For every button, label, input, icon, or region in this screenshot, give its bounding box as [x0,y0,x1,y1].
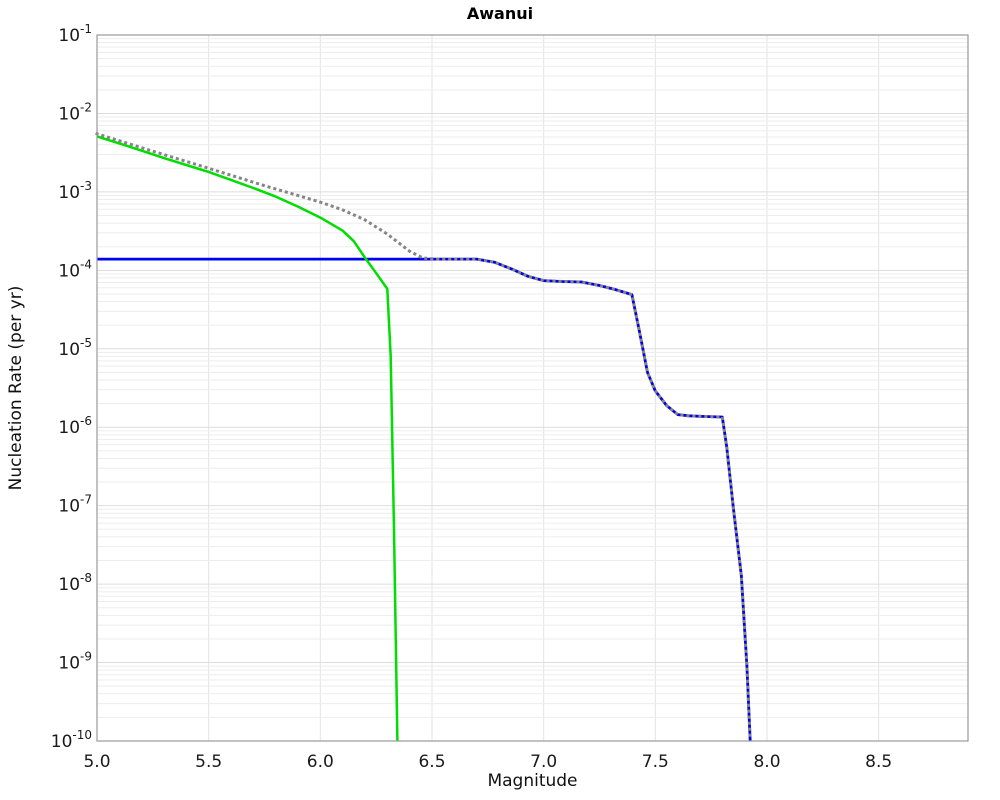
y-tick-label: 10-8 [58,571,92,595]
series-gray-dotted-rate-curve [95,131,752,743]
x-axis-label: Magnitude [487,771,578,791]
y-tick-label: 10-5 [58,336,92,360]
plot-frame [96,34,969,742]
x-tick-label: 8.5 [865,752,892,772]
y-tick-label: 10-10 [51,728,92,752]
x-tick-label: 5.0 [83,752,110,772]
x-tick-label: 5.5 [195,752,222,772]
x-tick-label: 6.0 [307,752,334,772]
y-tick-label: 10-6 [58,414,92,438]
y-tick-label: 10-2 [58,100,92,124]
gridlines [96,34,968,742]
x-tick-label: 7.5 [642,752,669,772]
y-tick-label: 10-9 [58,650,92,674]
y-tick-label: 10-1 [58,22,92,46]
y-tick-label: 10-3 [58,179,92,203]
series-green-solid-rate-curve [96,135,399,742]
y-tick-label: 10-7 [58,493,92,517]
x-tick-label: 7.0 [530,752,557,772]
x-tick-label: 8.0 [753,752,780,772]
y-axis-label: Nucleation Rate (per yr) [6,285,26,491]
y-tick-label: 10-4 [58,257,92,281]
chart-title: Awanui [466,4,534,23]
x-tick-label: 6.5 [418,752,445,772]
series-blue-solid-rate-curve [97,257,752,742]
